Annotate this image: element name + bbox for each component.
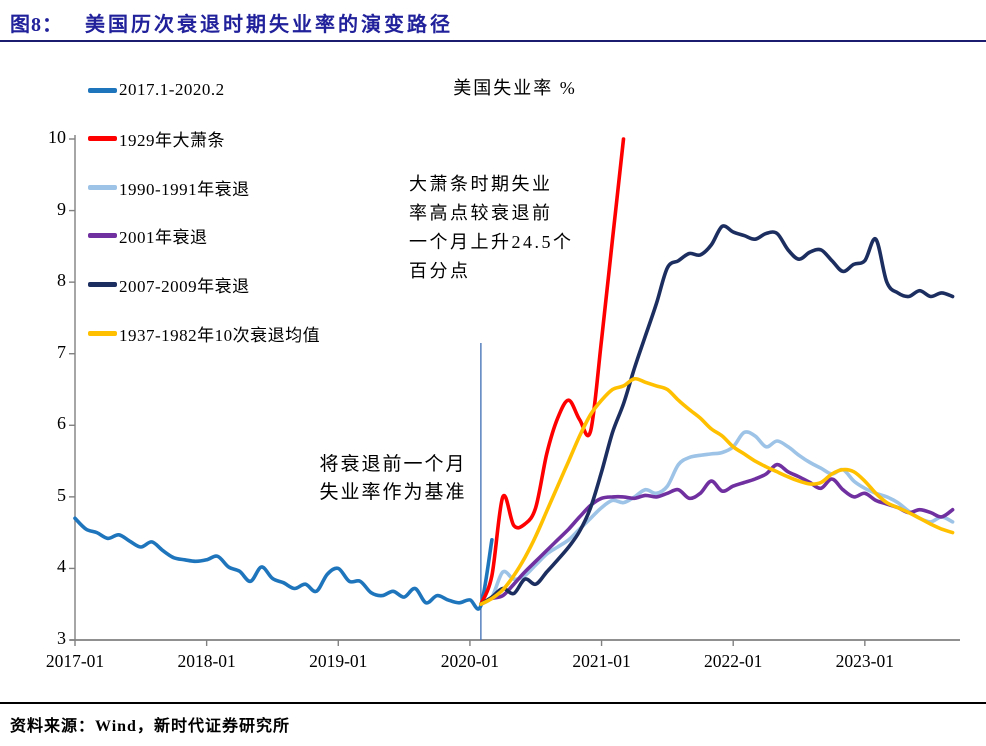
legend-swatch xyxy=(88,136,117,142)
legend-label: 2017.1-2020.2 xyxy=(119,80,225,99)
x-tick-label: 2017-01 xyxy=(45,651,105,671)
y-tick-label: 10 xyxy=(48,127,66,147)
legend-item-1929: 1929年大萧条 xyxy=(88,129,225,151)
legend-item-1937-1982-avg: 1937-1982年10次衰退均值 xyxy=(88,323,321,345)
legend-item-2007-2009: 2007-2009年衰退 xyxy=(88,274,250,296)
source-divider xyxy=(0,702,986,704)
x-tick-label: 2023-01 xyxy=(835,651,894,671)
y-tick-label: 4 xyxy=(57,556,66,577)
figure-number: 图8： xyxy=(10,14,63,36)
x-tick-label: 2020-01 xyxy=(440,651,500,671)
legend-label: 1990-1991年衰退 xyxy=(119,179,250,199)
annotation-baseline-note: 将衰退前一个月 失业率作为基准 xyxy=(303,451,483,507)
title-divider xyxy=(0,40,986,42)
legend-label: 2001年衰退 xyxy=(119,228,208,248)
chart-title: 美国失业率 % xyxy=(453,78,577,98)
y-tick-label: 8 xyxy=(57,270,66,291)
y-tick-label: 5 xyxy=(57,484,66,505)
annotation-line: 率高点较衰退前 xyxy=(409,203,553,223)
series-line-2007-2009 xyxy=(479,224,955,606)
annotation-line: 大萧条时期失业 xyxy=(409,174,553,194)
legend-swatch xyxy=(88,87,117,93)
legend-swatch xyxy=(88,330,117,336)
legend-label: 2007-2009年衰退 xyxy=(119,276,250,296)
x-tick-label: 2022-01 xyxy=(704,651,763,671)
x-tick-label: 2021-01 xyxy=(572,651,631,671)
series-line-1937-1982-avg xyxy=(479,376,955,606)
y-tick-label: 9 xyxy=(57,198,66,219)
legend-swatch xyxy=(88,233,117,239)
legend-item-1990-1991: 1990-1991年衰退 xyxy=(88,177,250,199)
source-text: 资料来源：Wind，新时代证券研究所 xyxy=(10,718,290,735)
legend-label: 1929年大萧条 xyxy=(119,131,225,151)
legend-item-2001: 2001年衰退 xyxy=(88,226,208,248)
series-line-2017-2020 xyxy=(73,516,494,611)
y-tick-label: 6 xyxy=(57,413,66,434)
legend-swatch xyxy=(88,184,117,190)
x-tick-label: 2018-01 xyxy=(177,651,236,671)
figure-title-text: 美国历次衰退时期失业率的演变路径 xyxy=(85,14,453,36)
figure-title: 图8： 美国历次衰退时期失业率的演变路径 xyxy=(10,8,453,37)
annotation-line: 一个月上升24.5个 xyxy=(409,232,574,252)
annotation-line: 失业率作为基准 xyxy=(319,482,467,503)
legend-swatch xyxy=(88,281,117,287)
x-tick-label: 2019-01 xyxy=(309,651,368,671)
annotation-line: 将衰退前一个月 xyxy=(319,454,467,475)
y-tick-label: 3 xyxy=(57,628,66,648)
series-line-2001 xyxy=(479,462,955,606)
series-line-1929 xyxy=(479,137,626,606)
y-tick-label: 7 xyxy=(57,341,66,362)
legend-label: 1937-1982年10次衰退均值 xyxy=(119,325,321,345)
legend-item-2017-2020: 2017.1-2020.2 xyxy=(88,80,225,100)
annotation-line: 百分点 xyxy=(409,261,471,281)
annotation-depression-note: 大萧条时期失业 率高点较衰退前一个月上升24.5个 百分点 xyxy=(409,170,619,286)
series-line-1990-1991 xyxy=(479,430,955,606)
